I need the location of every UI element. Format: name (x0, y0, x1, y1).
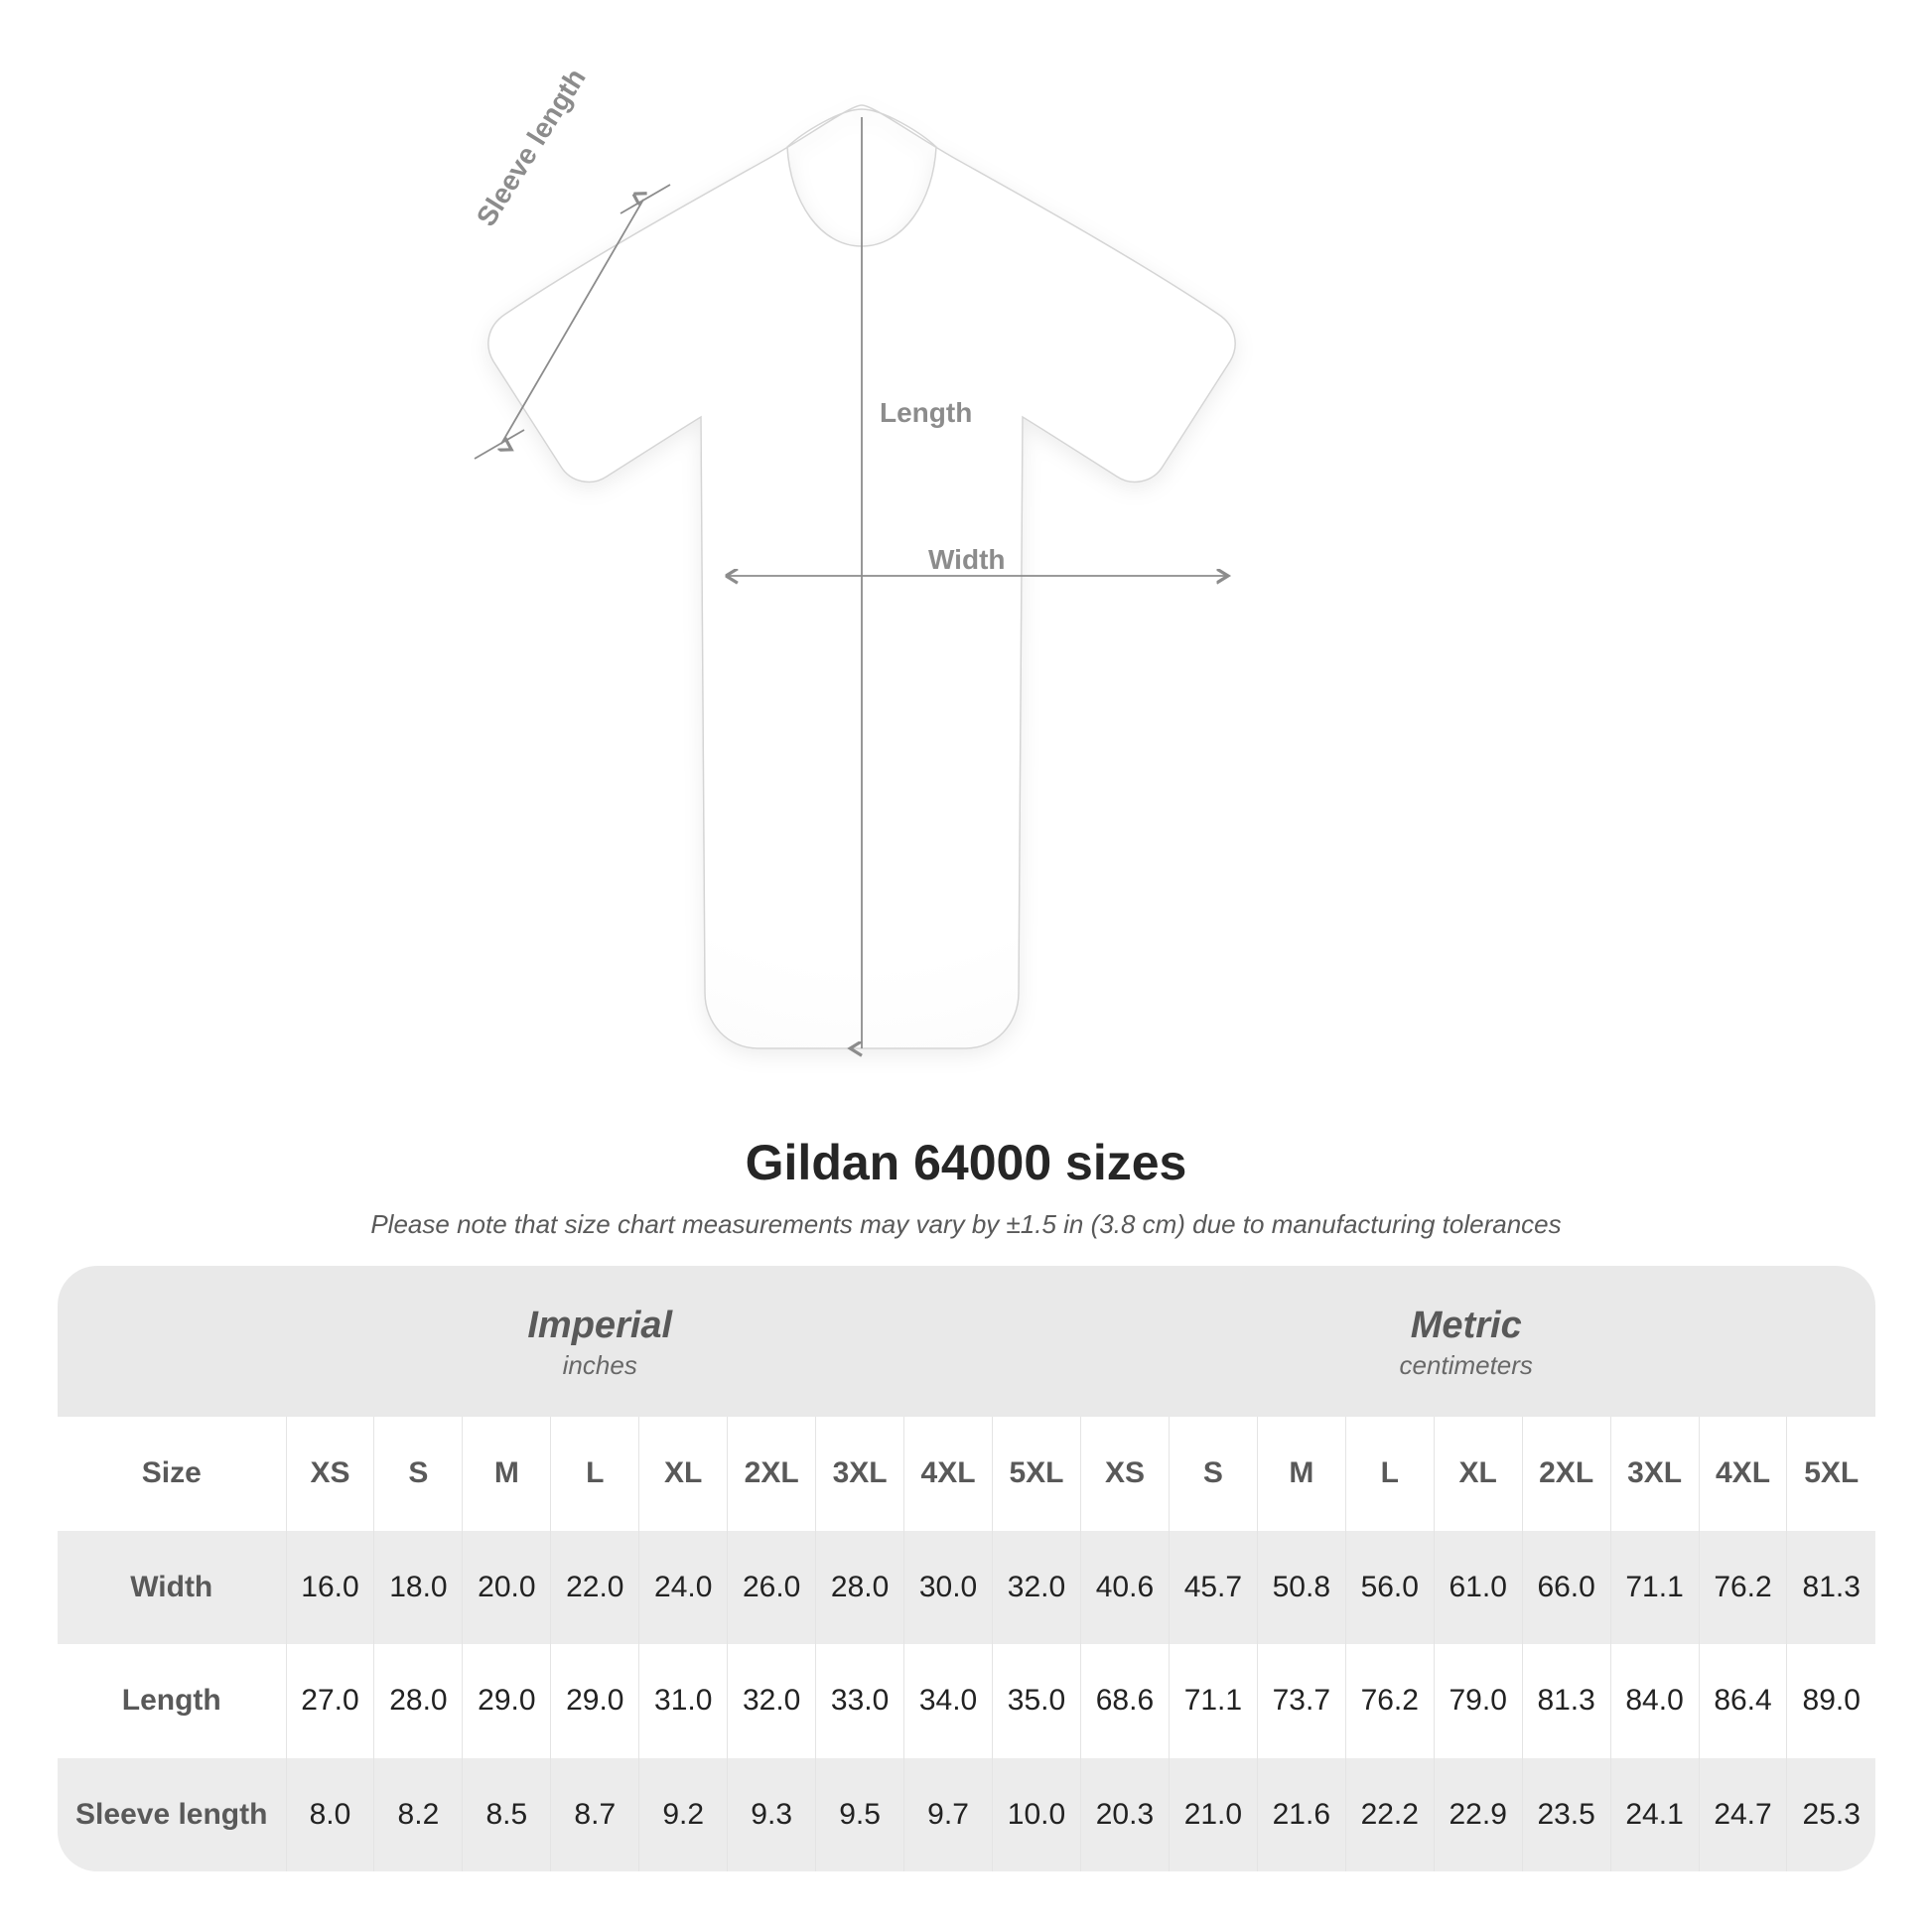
svg-text:Sleeve length: Sleeve length (471, 64, 592, 232)
